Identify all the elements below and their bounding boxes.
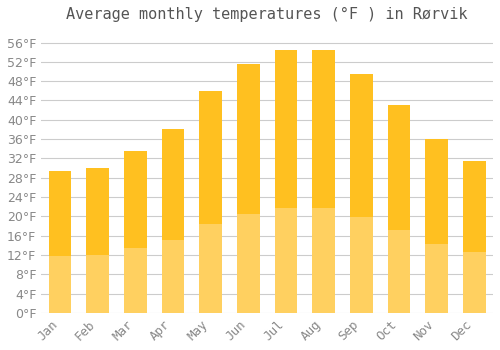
Title: Average monthly temperatures (°F ) in Rørvik: Average monthly temperatures (°F ) in Rø… — [66, 7, 468, 22]
Bar — [426, 244, 448, 313]
Bar — [426, 139, 448, 313]
Bar — [237, 214, 260, 313]
Bar — [463, 252, 485, 313]
Bar — [463, 161, 485, 313]
Bar — [162, 240, 184, 313]
Bar — [162, 130, 184, 313]
Bar — [200, 224, 222, 313]
Bar — [48, 170, 72, 313]
Bar — [350, 74, 372, 313]
Bar — [388, 105, 410, 313]
Bar — [274, 208, 297, 313]
Bar — [237, 64, 260, 313]
Bar — [312, 50, 335, 313]
Bar — [350, 217, 372, 313]
Bar — [200, 91, 222, 313]
Bar — [124, 151, 146, 313]
Bar — [388, 230, 410, 313]
Bar — [86, 168, 109, 313]
Bar — [48, 256, 72, 313]
Bar — [124, 248, 146, 313]
Bar — [86, 255, 109, 313]
Bar — [274, 50, 297, 313]
Bar — [312, 208, 335, 313]
